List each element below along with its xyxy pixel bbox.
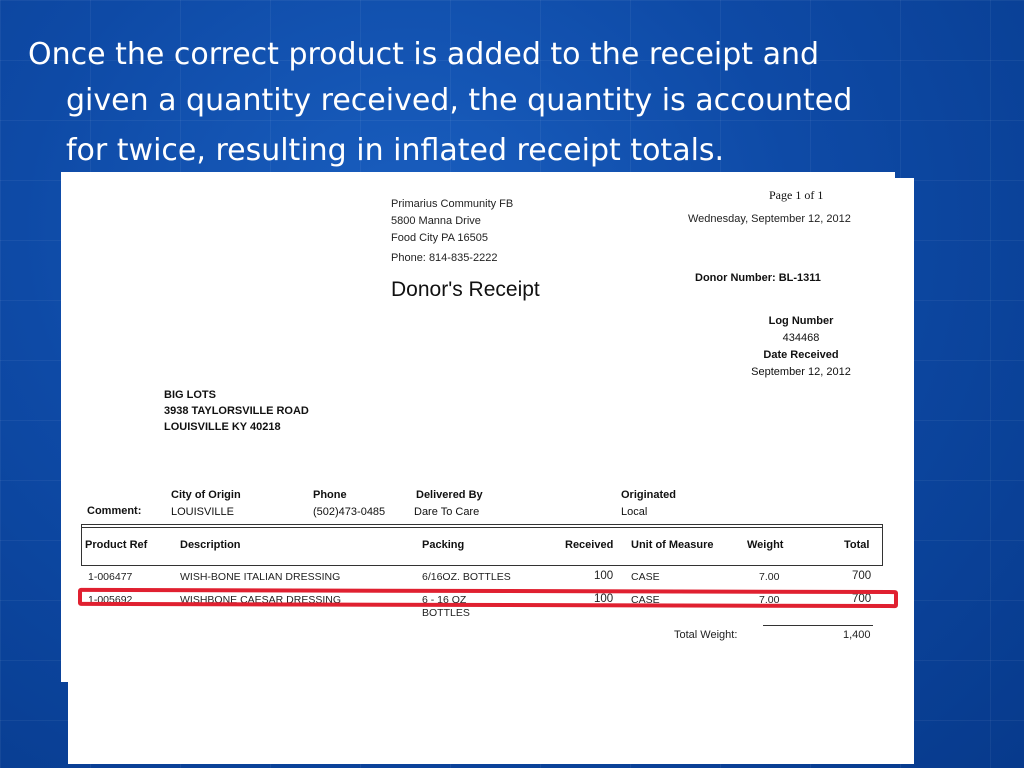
log-number-value: 434468 [782, 332, 820, 344]
delivered-by-value: Dare To Care [414, 506, 480, 518]
date-received-value: September 12, 2012 [751, 366, 851, 378]
page-number: Page 1 of 1 [769, 188, 824, 202]
org-city: Food City PA 16505 [391, 232, 489, 244]
phone-label: Phone: [391, 252, 426, 264]
originated-value: Local [621, 506, 648, 518]
row2-packing-line2: BOTTLES [422, 607, 470, 619]
slide-line-1: Once the correct product is added to the… [28, 37, 820, 72]
row1-total: 700 [852, 570, 872, 582]
comment-label: Comment: [87, 505, 142, 517]
total-weight-label: Total Weight: [674, 629, 738, 641]
table-header-box [81, 524, 883, 566]
col-unit-of-measure: Unit of Measure [631, 539, 714, 551]
donor-number: Donor Number: BL-1311 [695, 272, 821, 284]
city-of-origin-label: City of Origin [171, 489, 241, 501]
donor-address: BIG LOTS 3938 TAYLORSVILLE ROAD LOUISVIL… [164, 387, 309, 435]
row2-desc: WISHBONE CAESAR DRESSING [180, 594, 342, 606]
col-product-ref: Product Ref [85, 539, 148, 551]
originated-label: Originated [621, 489, 677, 501]
row2-uom: CASE [631, 594, 660, 606]
city-of-origin-value: LOUISVILLE [171, 506, 234, 518]
row1-uom: CASE [631, 571, 660, 583]
donor-street: 3938 TAYLORSVILLE ROAD [164, 405, 309, 417]
donor-number-value: BL-1311 [778, 272, 821, 284]
log-info: Log Number 434468 Date Received Septembe… [741, 313, 861, 381]
slide-line-2: given a quantity received, the quantity … [66, 83, 853, 118]
slide-line-3: for twice, resulting in inflated receipt… [66, 133, 725, 168]
row1-weight: 7.00 [759, 571, 780, 583]
donor-number-label: Donor Number: [695, 272, 776, 284]
col-weight: Weight [747, 539, 784, 551]
total-weight-value: 1,400 [843, 629, 871, 641]
receipt-document: Primarius Community FB 5800 Manna Drive … [61, 172, 895, 682]
org-address: Primarius Community FB 5800 Manna Drive … [391, 196, 513, 247]
log-number-label: Log Number [768, 315, 834, 327]
row2-total: 700 [852, 593, 872, 605]
row1-desc: WISH-BONE ITALIAN DRESSING [180, 571, 341, 583]
total-rule [763, 625, 873, 626]
delivered-by-label: Delivered By [416, 489, 483, 501]
receipt-title: Donor's Receipt [391, 278, 540, 301]
col-total: Total [844, 539, 870, 551]
phone-value: 814-835-2222 [428, 252, 498, 264]
org-phone: Phone: 814-835-2222 [391, 252, 497, 264]
col-received: Received [565, 539, 614, 551]
org-street: 5800 Manna Drive [391, 215, 481, 227]
row2-ref: 1-005692 [88, 594, 133, 606]
slide-bullet-text: Once the correct product is added to the… [28, 32, 988, 174]
phone2-label: Phone [313, 489, 347, 501]
donor-name: BIG LOTS [164, 389, 216, 401]
date-received-label: Date Received [763, 349, 839, 361]
row1-received: 100 [594, 570, 614, 582]
phone2-value: (502)473-0485 [313, 506, 386, 518]
receipt-date: Wednesday, September 12, 2012 [688, 213, 851, 225]
row1-ref: 1-006477 [88, 571, 133, 583]
duplicate-row-highlight [77, 587, 899, 609]
row1-packing: 6/16OZ. BOTTLES [422, 571, 511, 583]
col-packing: Packing [422, 539, 465, 551]
col-description: Description [180, 539, 241, 551]
donor-city: LOUISVILLE KY 40218 [164, 421, 281, 433]
row2-weight: 7.00 [759, 594, 780, 606]
org-name: Primarius Community FB [391, 198, 514, 210]
row2-received: 100 [594, 593, 614, 605]
row2-packing: 6 - 16 OZ [422, 594, 467, 606]
